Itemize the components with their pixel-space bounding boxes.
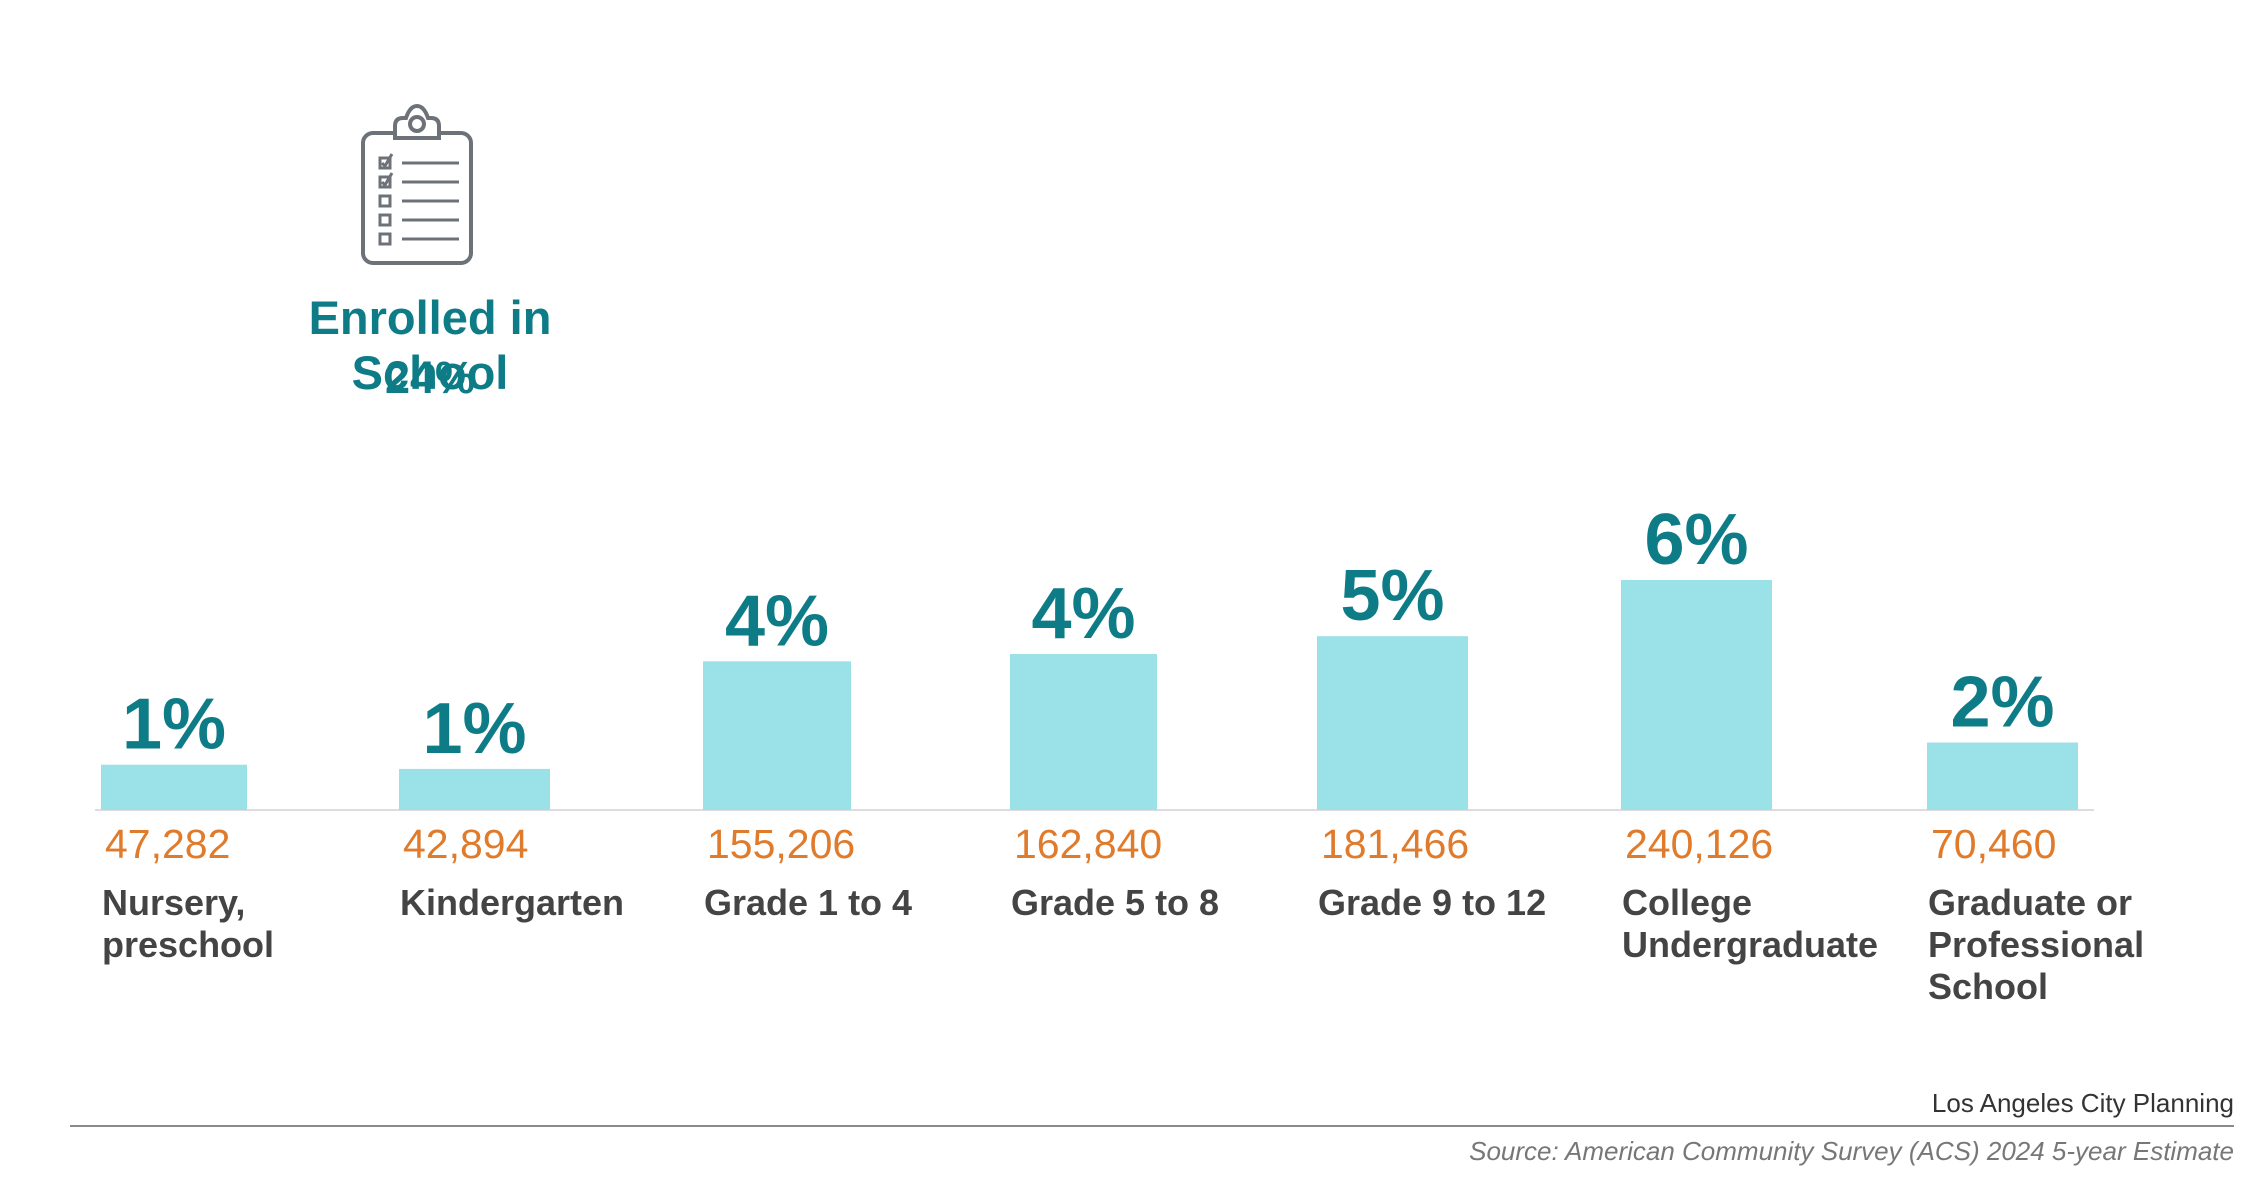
- enrolled-percent: 24%: [384, 352, 476, 403]
- percent-label: 5%: [1340, 556, 1444, 636]
- percent-label: 4%: [1031, 574, 1135, 654]
- enrolled-title: Enrolled in School: [308, 291, 552, 399]
- footer-divider: [70, 1125, 2234, 1127]
- source-note: Source: American Community Survey (ACS) …: [1469, 1136, 2234, 1166]
- count-label: 42,894: [403, 821, 528, 867]
- bar-1: [399, 768, 550, 810]
- bar-0: [101, 764, 247, 810]
- bar-2: [703, 661, 851, 810]
- count-label: 70,460: [1931, 821, 2056, 867]
- bar-4: [1317, 636, 1468, 810]
- category-label: College: [1622, 882, 1752, 923]
- category-label: Grade 1 to 4: [704, 882, 912, 923]
- category-label: Graduate or: [1928, 882, 2132, 923]
- category-label: Undergraduate: [1622, 924, 1878, 965]
- percent-label: 1%: [422, 689, 526, 769]
- category-label: Professional: [1928, 924, 2144, 965]
- category-label: Nursery,: [102, 882, 245, 923]
- bar-5: [1621, 580, 1772, 810]
- category-label: preschool: [102, 924, 274, 965]
- category-label: Kindergarten: [400, 882, 624, 923]
- percent-label: 1%: [122, 685, 226, 765]
- count-label: 162,840: [1014, 821, 1162, 867]
- count-label: 181,466: [1321, 821, 1469, 867]
- count-label: 155,206: [707, 821, 855, 867]
- category-label: School: [1928, 966, 2048, 1007]
- category-label: Grade 5 to 8: [1011, 882, 1219, 923]
- count-label: 47,282: [105, 821, 230, 867]
- clipboard-checklist-icon: [361, 103, 473, 265]
- percent-label: 6%: [1644, 500, 1748, 580]
- credit-label: Los Angeles City Planning: [1931, 1088, 2234, 1118]
- count-label: 240,126: [1625, 821, 1773, 867]
- percent-label: 4%: [725, 581, 829, 661]
- percent-label: 2%: [1950, 663, 2054, 743]
- bar-3: [1010, 654, 1157, 810]
- category-label: Grade 9 to 12: [1318, 882, 1546, 923]
- bar-6: [1927, 742, 2078, 810]
